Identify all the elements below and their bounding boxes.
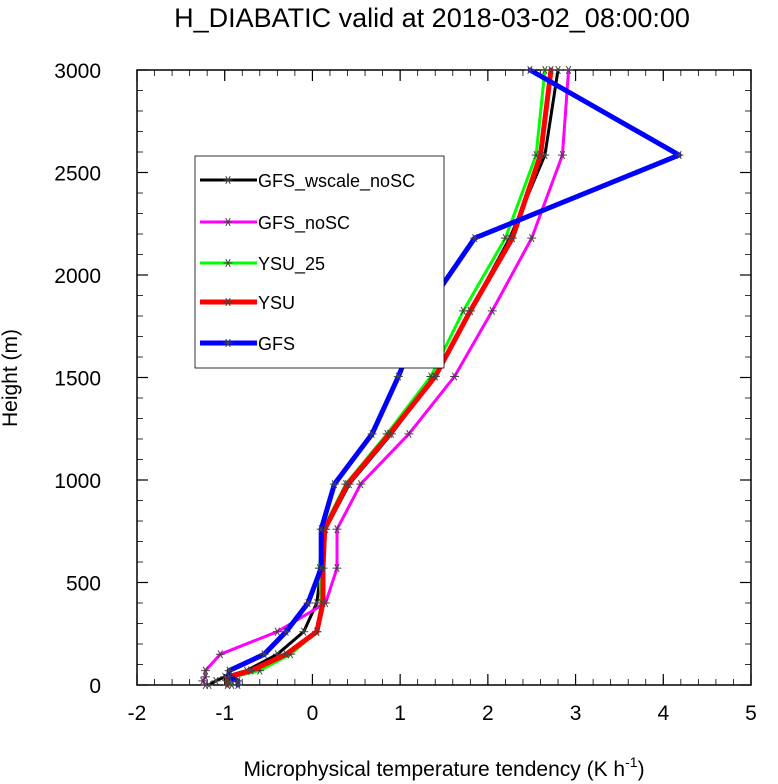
x-tick-label: 3 [570,702,582,725]
data-point-gfs [303,598,313,608]
data-point-gfs [674,150,684,160]
data-point-gfs-nosc [487,306,497,316]
legend-item-gfs-wscale-nosc: GFS_wscale_noSC [200,171,415,192]
data-point-ysu [281,650,291,659]
data-point-ysu [507,233,517,243]
y-tick-label: 0 [89,675,101,698]
x-tick-label: 0 [307,702,319,725]
legend-label: YSU [258,293,295,313]
data-point-gfs-nosc [356,479,366,489]
legend-item-ysu-25: YSU_25 [200,254,325,275]
legend-label: YSU_25 [258,254,325,275]
data-point-gfs-wscale-nosc [299,627,309,636]
axis-ticks [136,69,752,686]
data-point-gfs-nosc [450,372,460,381]
legend-marker [223,338,233,348]
data-point-gfs-nosc [564,65,574,75]
data-point-ysu [385,429,395,439]
legend-label: GFS_wscale_noSC [258,171,415,192]
x-tick-label: 1 [394,702,406,725]
data-point-gfs-nosc [557,150,567,160]
data-point-ysu [312,627,322,636]
data-point-gfs-nosc [332,564,342,573]
legend-marker [223,217,233,227]
x-tick-label: 2 [482,702,494,725]
x-axis-label: Microphysical temperature tendency (K h-… [243,754,644,781]
y-tick-label: 500 [66,573,101,596]
y-tick-label: 1000 [54,470,101,493]
data-point-gfs [367,429,377,439]
data-point-gfs [259,650,269,659]
data-point-ysu [222,680,232,690]
legend-label: GFS [258,334,295,354]
y-axis-label: Height (m) [0,329,22,427]
data-point-gfs-nosc [332,525,342,534]
legend: GFS_wscale_noSC GFS_noSC YSU_25 YSU GFS [194,155,445,369]
x-tick-label: -2 [128,702,147,725]
legend-item-gfs-nosc: GFS_noSC [200,213,350,234]
data-point-gfs [233,676,243,686]
y-tick-label: 1500 [54,368,101,391]
data-point-ysu [465,306,475,316]
data-point-gfs [329,479,339,489]
data-point-gfs-nosc [272,627,282,636]
data-point-gfs [224,666,234,675]
series-line-gfs [226,67,682,688]
x-tick-label: 4 [657,702,669,725]
data-point-ysu [318,598,328,608]
data-point-ysu [343,479,353,489]
data-point-gfs-nosc [200,666,210,675]
data-point-gfs [316,525,326,534]
series-line-ysu [224,67,554,688]
data-point-gfs-nosc [527,233,537,243]
legend-items: GFS_wscale_noSC GFS_noSC YSU_25 YSU GFS [200,171,415,354]
data-point-gfs-nosc [404,429,414,439]
data-point-ysu [430,372,440,381]
data-point-gfs-wscale-nosc [211,676,221,686]
legend-item-gfs: GFS [200,334,295,354]
data-point-ysu [535,150,545,160]
series-gfs [224,65,684,690]
data-point-gfs [393,372,403,381]
series-gfs-nosc [198,65,574,690]
series-line-gfs-nosc [201,68,571,687]
data-point-gfs [316,564,326,573]
legend-label: GFS_noSC [258,213,350,234]
x-axis-label-end: ) [638,758,645,781]
x-tick-label: -1 [215,702,234,725]
data-point-gfs [281,627,291,636]
y-tick-label: 2000 [54,265,101,288]
legend-marker [223,175,233,185]
legend-marker [223,258,233,268]
x-axis-label-main: Microphysical temperature tendency (K h [243,758,625,781]
series-layer [198,65,684,690]
data-point-gfs [233,680,243,690]
legend-item-ysu: YSU [200,293,295,313]
chart-title: H_DIABATIC valid at 2018-03-02_08:00:00 [174,3,690,33]
x-tick-label: 5 [745,702,757,725]
x-axis-tick-labels: -2 -1 0 1 2 3 4 5 [128,702,757,725]
data-point-ysu [546,65,556,75]
data-point-gfs [525,65,535,75]
legend-marker [223,297,233,307]
data-point-gfs [470,233,480,243]
y-tick-label: 2500 [54,163,101,186]
y-axis-tick-labels: 0 500 1000 1500 2000 2500 3000 [54,60,101,698]
x-axis-label-superscript: -1 [625,754,638,770]
data-point-gfs-nosc [215,650,225,659]
data-point-ysu [246,666,256,675]
y-tick-label: 3000 [54,60,101,83]
